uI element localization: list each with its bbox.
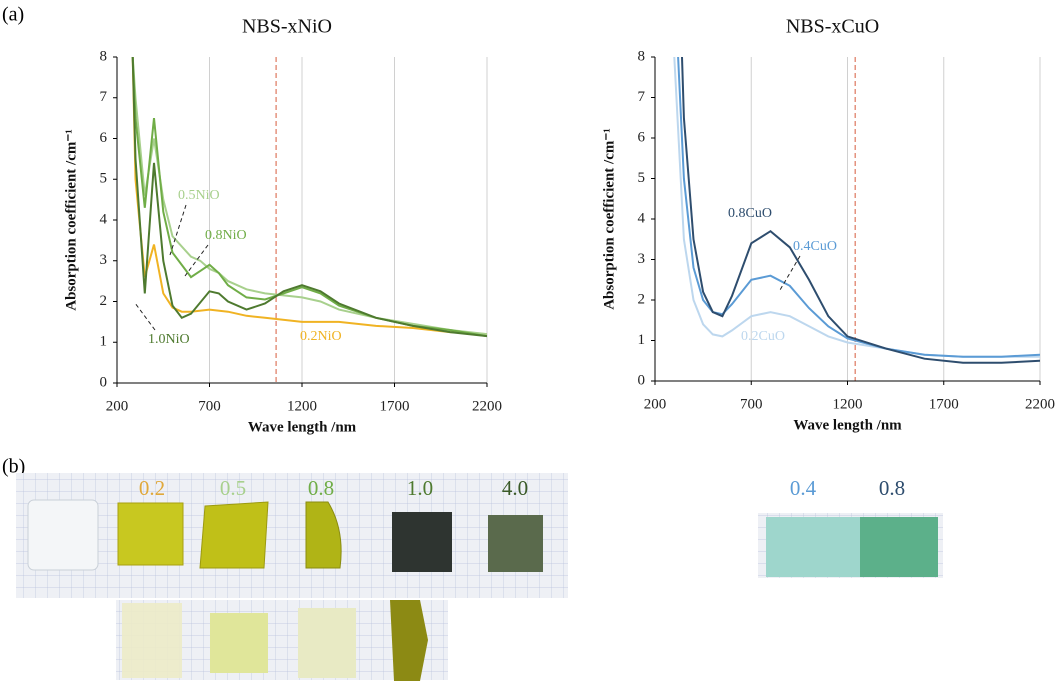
y-tick-label: 4	[638, 210, 646, 226]
y-tick-label: 2	[100, 293, 108, 309]
data-line	[131, 57, 487, 338]
series-label: 0.8CuO	[728, 206, 772, 221]
photo-label: 0.8	[879, 476, 905, 500]
x-axis-title: Wave length /nm	[248, 419, 357, 435]
y-tick-label: 4	[100, 211, 108, 227]
data-line	[677, 57, 1040, 358]
y-axis-title: Absorption coefficient /cm⁻¹	[63, 129, 79, 311]
y-tick-label: 1	[638, 332, 646, 348]
series-label: 0.4CuO	[793, 239, 837, 254]
y-tick-label: 3	[638, 251, 646, 267]
plot-lines	[131, 57, 487, 338]
x-tick-label: 1700	[929, 396, 959, 412]
y-tick-label: 3	[100, 252, 108, 268]
y-tick-label: 8	[100, 48, 108, 64]
chart-title: NBS-xNiO	[242, 16, 332, 38]
photo-label: 4.0	[502, 476, 528, 500]
photo-label: 0.5	[220, 476, 246, 500]
data-line	[131, 57, 487, 336]
y-axis-title: Absorption coefficient /cm⁻¹	[601, 128, 617, 310]
series-label: 0.2CuO	[741, 329, 785, 344]
y-tick-label: 8	[638, 48, 646, 64]
photo-label: 0.8	[308, 476, 334, 500]
x-axis-title: Wave length /nm	[793, 417, 902, 433]
panel-label: (a)	[2, 4, 24, 26]
photo-label: 1.0	[407, 476, 433, 500]
series-label: 1.0NiO	[148, 332, 190, 347]
leader-line	[134, 302, 156, 331]
leader-line	[184, 244, 209, 277]
y-tick-label: 0	[638, 372, 646, 388]
x-tick-label: 2200	[1025, 396, 1055, 412]
x-tick-label: 700	[198, 398, 221, 414]
y-tick-label: 1	[100, 334, 108, 350]
y-tick-label: 5	[100, 171, 108, 187]
x-tick-label: 200	[106, 398, 129, 414]
chart-title: NBS-xCuO	[786, 16, 879, 38]
y-tick-label: 2	[638, 291, 646, 307]
y-tick-label: 6	[638, 129, 646, 145]
x-tick-label: 1200	[287, 398, 317, 414]
panel-label: (b)	[2, 456, 25, 478]
y-tick-label: 7	[100, 89, 108, 105]
y-tick-label: 0	[100, 374, 108, 390]
x-tick-label: 1200	[833, 396, 863, 412]
leader-line	[169, 204, 187, 256]
y-tick-label: 6	[100, 130, 108, 146]
photos	[16, 473, 943, 681]
data-line	[681, 57, 1040, 364]
x-tick-label: 1700	[380, 398, 410, 414]
x-tick-label: 700	[740, 396, 763, 412]
series-label: 0.8NiO	[205, 228, 247, 243]
x-tick-label: 2200	[472, 398, 502, 414]
series-label: 0.5NiO	[178, 188, 220, 203]
photo-label: 0.4	[790, 476, 817, 500]
y-tick-label: 7	[638, 89, 646, 105]
y-tick-label: 5	[638, 170, 646, 186]
plot-lines	[673, 57, 1040, 364]
photo-label: 0.2	[139, 476, 165, 500]
x-tick-label: 200	[644, 396, 667, 412]
series-label: 0.2NiO	[300, 329, 342, 344]
